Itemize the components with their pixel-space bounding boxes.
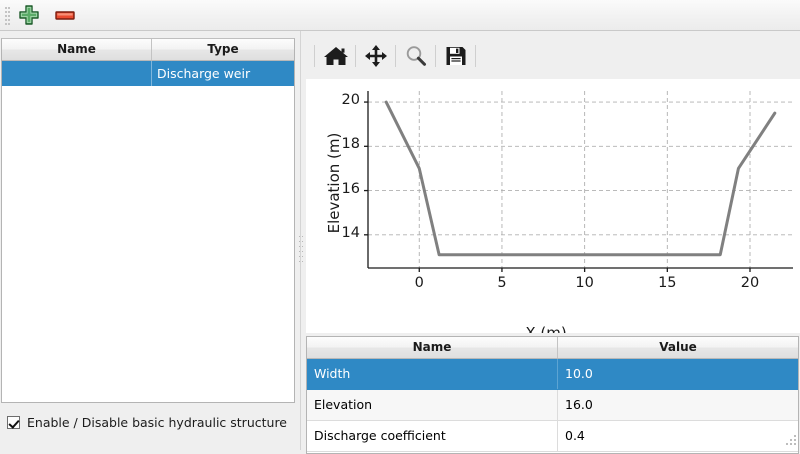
save-figure-button[interactable]: [440, 40, 472, 72]
structures-tree-header: Name Type: [2, 39, 294, 61]
plot-canvas: [364, 91, 793, 272]
structures-tree[interactable]: Name Type Discharge weir: [1, 38, 295, 403]
properties-rows: Width 10.0 Elevation 16.0 Discharge coeffici…: [307, 359, 798, 452]
cell-property-name[interactable]: Elevation: [307, 390, 558, 420]
cell-property-name[interactable]: Discharge coefficient: [307, 421, 558, 451]
table-row[interactable]: Discharge coefficient 0.4: [307, 421, 798, 452]
column-header-name[interactable]: Name: [307, 337, 558, 358]
x-tick-label: 20: [740, 275, 760, 291]
toolbar-separator: [395, 45, 396, 67]
column-header-name[interactable]: Name: [2, 39, 152, 60]
y-tick-label: 20: [341, 92, 360, 109]
splitter-grip-icon: [299, 236, 303, 262]
x-tick-label: 10: [575, 275, 594, 291]
cell-property-value[interactable]: 0.4: [565, 428, 585, 443]
y-tick-label: 18: [341, 136, 360, 153]
add-structure-button[interactable]: [16, 4, 42, 28]
properties-table-header: Name Value: [307, 337, 798, 359]
toolbar-separator: [475, 45, 476, 67]
toolbar-separator: [435, 45, 436, 67]
save-icon: [446, 47, 466, 65]
magnifier-icon: [406, 46, 426, 66]
table-row[interactable]: Width 10.0: [307, 359, 798, 390]
zoom-rect-button[interactable]: [400, 40, 432, 72]
x-tick-label: 0: [414, 275, 424, 291]
move-icon: [365, 45, 387, 67]
remove-structure-button[interactable]: [52, 4, 78, 28]
pan-button[interactable]: [360, 40, 392, 72]
enable-structure-checkbox[interactable]: [7, 415, 20, 429]
column-header-value[interactable]: Value: [659, 340, 697, 354]
enable-structure-row[interactable]: Enable / Disable basic hydraulic structu…: [7, 412, 287, 432]
cell-property-value[interactable]: 16.0: [565, 397, 593, 412]
toolbar-drag-handle[interactable]: [5, 7, 10, 25]
plot-panel: Elevation (m) X (m) 14 16 18 20 0 5 10 15 20 Na…: [306, 31, 800, 454]
home-button[interactable]: [320, 40, 352, 72]
matplotlib-navigation-toolbar: [306, 35, 800, 77]
panel-splitter[interactable]: [296, 31, 306, 450]
column-header-type[interactable]: Type: [207, 42, 239, 56]
enable-structure-label: Enable / Disable basic hydraulic structu…: [27, 414, 287, 430]
cell-structure-name[interactable]: [2, 61, 152, 86]
structures-panel: Name Type Discharge weir Enable / Disabl…: [0, 31, 296, 450]
cell-property-name[interactable]: Width: [307, 359, 558, 389]
table-row[interactable]: Discharge weir: [2, 61, 294, 86]
x-axis-label: X (m): [525, 324, 567, 333]
y-tick-label: 16: [341, 180, 360, 197]
cell-structure-type[interactable]: Discharge weir: [152, 61, 294, 86]
y-tick-label: 14: [341, 224, 360, 241]
toolbar-separator: [355, 45, 356, 67]
x-tick-label: 15: [658, 275, 677, 291]
table-row[interactable]: Elevation 16.0: [307, 390, 798, 421]
home-icon: [324, 47, 348, 65]
x-tick-label: 5: [497, 275, 507, 291]
plus-icon: [19, 5, 39, 25]
cross-section-plot[interactable]: Elevation (m) X (m) 14 16 18 20 0 5 10 15 20: [306, 79, 800, 333]
cell-property-value[interactable]: 10.0: [565, 366, 593, 381]
structures-toolbar: [0, 0, 800, 31]
properties-table[interactable]: Name Value Width 10.0 Elevation 16.0 Dischar…: [306, 336, 799, 454]
minus-icon: [55, 11, 75, 20]
window-resize-grip[interactable]: [785, 435, 797, 447]
splitter-bar: [300, 31, 301, 450]
toolbar-separator: [314, 45, 315, 67]
